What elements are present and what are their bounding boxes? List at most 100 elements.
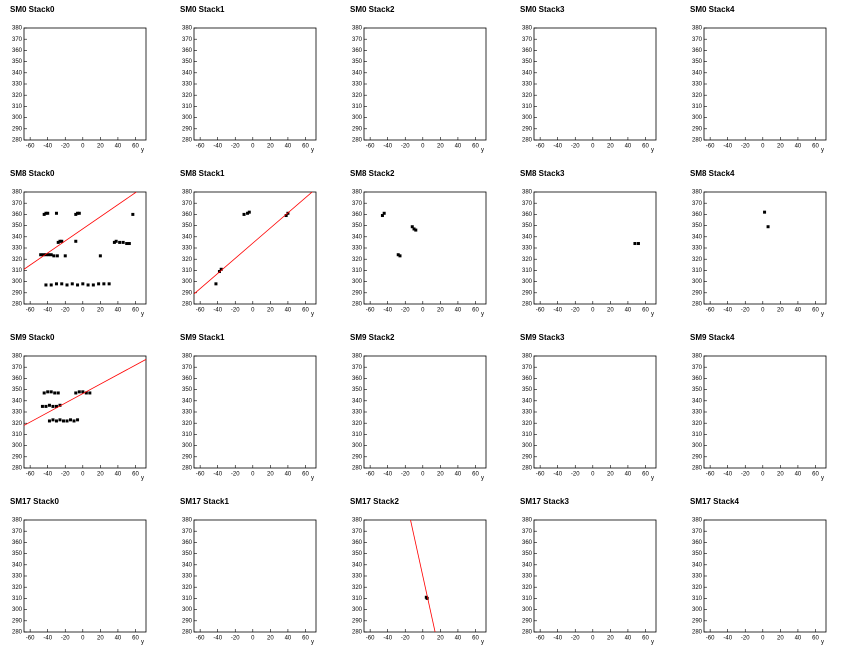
- y-tick-label: 300: [522, 443, 533, 449]
- x-tick-label: -40: [43, 636, 52, 642]
- y-tick-label: 370: [352, 365, 363, 371]
- x-tick-label: 0: [251, 308, 255, 314]
- y-tick-label: 300: [12, 443, 23, 449]
- x-tick-label: 60: [642, 636, 649, 642]
- y-tick-label: 360: [692, 540, 703, 546]
- x-tick-label: 0: [591, 308, 595, 314]
- point: [76, 283, 80, 287]
- x-tick-label: -20: [571, 308, 580, 314]
- y-tick-label: 340: [182, 398, 193, 404]
- y-tick-label: 280: [692, 630, 703, 636]
- fit-line: [24, 359, 146, 426]
- y-tick-label: 380: [182, 354, 193, 360]
- x-tick-label: 60: [132, 308, 139, 314]
- x-tick-label: 60: [642, 144, 649, 150]
- x-tick-label: 20: [97, 472, 104, 478]
- panel: SM9 Stack4 280 290 300 310 320 330 340 350 360 370…: [690, 333, 827, 482]
- plot-frame: [23, 191, 147, 305]
- point: [763, 210, 767, 214]
- y-tick-label: 350: [352, 59, 363, 65]
- panel-title: SM0 Stack1: [180, 5, 225, 14]
- panel: SM8 Stack0 280 290 300 310 320 330 340 350 360 370…: [10, 169, 147, 318]
- y-tick-label: 360: [182, 212, 193, 218]
- y-tick-label: 280: [182, 302, 193, 308]
- y-tick-label: 350: [182, 59, 193, 65]
- y-tick-label: 320: [352, 257, 363, 263]
- y-tick-label: 300: [182, 443, 193, 449]
- y-tick-label: 340: [692, 70, 703, 76]
- x-tick-label: -20: [571, 636, 580, 642]
- plot-frame: [193, 355, 317, 469]
- y-tick-label: 350: [692, 551, 703, 557]
- y-tick-label: 350: [182, 387, 193, 393]
- y-tick-label: 330: [352, 574, 363, 580]
- y-tick-label: 320: [182, 585, 193, 591]
- y-tick-label: 350: [182, 223, 193, 229]
- x-tick-label: -40: [383, 636, 392, 642]
- y-tick-label: 360: [182, 376, 193, 382]
- x-tick-label: -20: [61, 144, 70, 150]
- y-tick-label: 370: [182, 201, 193, 207]
- point: [47, 253, 51, 257]
- x-tick-label: -40: [213, 472, 222, 478]
- panel-title: SM17 Stack1: [180, 497, 229, 506]
- x-tick-label: -20: [401, 144, 410, 150]
- x-tick-label: -20: [571, 144, 580, 150]
- panel: SM8 Stack2 280 290 300 310 320 330 340 350 360 370…: [350, 169, 487, 318]
- x-tick-label: 60: [302, 636, 309, 642]
- y-tick-label: 320: [12, 585, 23, 591]
- y-tick-label: 340: [352, 70, 363, 76]
- y-tick-label: 280: [352, 630, 363, 636]
- x-tick-label: -60: [366, 308, 375, 314]
- y-tick-label: 340: [352, 398, 363, 404]
- x-tick-label: -60: [706, 144, 715, 150]
- plot-frame: [23, 355, 147, 469]
- point: [72, 419, 76, 423]
- panel-title: SM8 Stack3: [520, 169, 565, 178]
- y-tick-label: 300: [522, 607, 533, 613]
- y-tick-label: 340: [692, 398, 703, 404]
- y-tick-label: 310: [522, 432, 533, 438]
- x-tick-label: -60: [706, 472, 715, 478]
- y-tick-label: 350: [12, 387, 23, 393]
- y-tick-label: 360: [522, 212, 533, 218]
- x-tick-label: 0: [761, 144, 765, 150]
- y-tick-label: 370: [12, 37, 23, 43]
- y-tick-label: 360: [352, 540, 363, 546]
- y-tick-label: 350: [182, 551, 193, 557]
- y-tick-label: 340: [182, 562, 193, 568]
- plot-frame: [363, 355, 487, 469]
- y-tick-label: 370: [692, 365, 703, 371]
- y-tick-label: 370: [352, 37, 363, 43]
- x-tick-label: 40: [795, 472, 802, 478]
- y-tick-label: 290: [182, 290, 193, 296]
- y-tick-label: 370: [182, 37, 193, 43]
- y-tick-label: 280: [692, 302, 703, 308]
- x-tick-label: 40: [285, 308, 292, 314]
- y-tick-label: 280: [692, 138, 703, 144]
- point: [49, 283, 53, 287]
- y-tick-label: 300: [692, 115, 703, 121]
- y-tick-label: 290: [352, 618, 363, 624]
- point: [97, 282, 101, 286]
- panel-title: SM8 Stack1: [180, 169, 225, 178]
- panel: SM0 Stack4 280 290 300 310 320 330 340 350 360 370…: [690, 5, 827, 154]
- point: [58, 239, 62, 243]
- x-axis-label: y: [481, 148, 484, 154]
- point: [425, 596, 429, 600]
- x-tick-label: -60: [26, 636, 35, 642]
- x-tick-label: -60: [196, 472, 205, 478]
- x-tick-label: -40: [383, 144, 392, 150]
- y-tick-label: 340: [522, 234, 533, 240]
- y-tick-label: 280: [522, 302, 533, 308]
- point: [53, 391, 57, 395]
- x-axis-label: y: [481, 640, 484, 646]
- x-tick-label: -20: [741, 636, 750, 642]
- panel: SM0 Stack0 280 290 300 310 320 330 340 350 360 370…: [10, 5, 147, 154]
- point: [112, 240, 116, 244]
- y-tick-label: 360: [12, 540, 23, 546]
- y-tick-label: 280: [522, 138, 533, 144]
- point: [65, 419, 69, 423]
- point: [77, 390, 81, 394]
- y-tick-label: 340: [182, 234, 193, 240]
